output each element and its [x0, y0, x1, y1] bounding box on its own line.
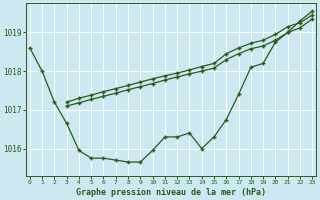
- X-axis label: Graphe pression niveau de la mer (hPa): Graphe pression niveau de la mer (hPa): [76, 188, 266, 197]
